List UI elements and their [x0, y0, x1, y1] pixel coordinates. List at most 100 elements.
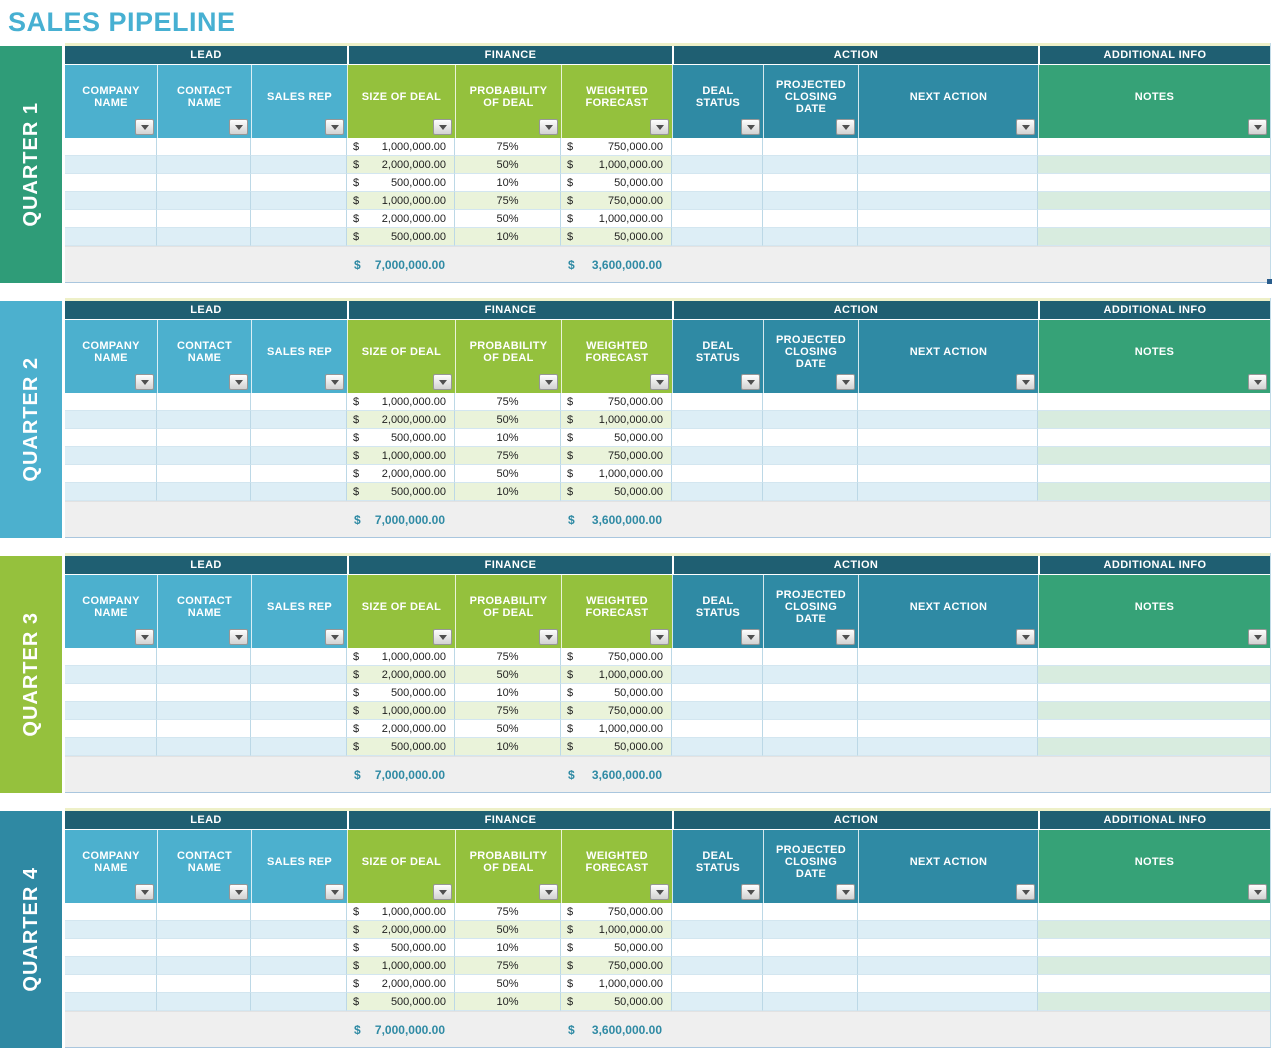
cell-sales_rep[interactable] [251, 138, 347, 156]
cell-notes[interactable] [1038, 720, 1270, 738]
cell-deal_status[interactable] [672, 156, 763, 174]
cell-sales_rep[interactable] [251, 903, 347, 921]
cell-contact_name[interactable] [157, 138, 251, 156]
cell-sales_rep[interactable] [251, 720, 347, 738]
cell-notes[interactable] [1038, 957, 1270, 975]
cell-weighted_forecast[interactable]: $750,000.00 [561, 192, 672, 210]
filter-dropdown-button[interactable] [1016, 119, 1035, 135]
filter-dropdown-button[interactable] [325, 119, 344, 135]
cell-weighted_forecast[interactable]: $1,000,000.00 [561, 465, 672, 483]
cell-probability[interactable]: 50% [455, 411, 561, 429]
cell-projected_closing_date[interactable] [763, 174, 858, 192]
cell-deal_status[interactable] [672, 921, 763, 939]
cell-weighted_forecast[interactable]: $50,000.00 [561, 483, 672, 501]
cell-notes[interactable] [1038, 939, 1270, 957]
filter-dropdown-button[interactable] [836, 119, 855, 135]
cell-projected_closing_date[interactable] [763, 684, 858, 702]
filter-dropdown-button[interactable] [1248, 119, 1267, 135]
cell-projected_closing_date[interactable] [763, 648, 858, 666]
cell-weighted_forecast[interactable]: $50,000.00 [561, 429, 672, 447]
cell-weighted_forecast[interactable]: $1,000,000.00 [561, 210, 672, 228]
cell-weighted_forecast[interactable]: $1,000,000.00 [561, 921, 672, 939]
cell-size_of_deal[interactable]: $1,000,000.00 [347, 957, 455, 975]
cell-probability[interactable]: 75% [455, 702, 561, 720]
cell-sales_rep[interactable] [251, 228, 347, 246]
cell-company_name[interactable] [65, 447, 157, 465]
cell-sales_rep[interactable] [251, 483, 347, 501]
cell-projected_closing_date[interactable] [763, 975, 858, 993]
filter-dropdown-button[interactable] [229, 374, 248, 390]
cell-size_of_deal[interactable]: $500,000.00 [347, 483, 455, 501]
cell-projected_closing_date[interactable] [763, 738, 858, 756]
cell-projected_closing_date[interactable] [763, 465, 858, 483]
cell-probability[interactable]: 10% [455, 228, 561, 246]
cell-size_of_deal[interactable]: $2,000,000.00 [347, 720, 455, 738]
cell-sales_rep[interactable] [251, 738, 347, 756]
cell-sales_rep[interactable] [251, 957, 347, 975]
cell-deal_status[interactable] [672, 447, 763, 465]
cell-company_name[interactable] [65, 993, 157, 1011]
cell-probability[interactable]: 50% [455, 720, 561, 738]
filter-dropdown-button[interactable] [325, 374, 344, 390]
filter-dropdown-button[interactable] [135, 374, 154, 390]
filter-dropdown-button[interactable] [650, 884, 669, 900]
cell-next_action[interactable] [858, 720, 1038, 738]
cell-contact_name[interactable] [157, 939, 251, 957]
cell-weighted_forecast[interactable]: $50,000.00 [561, 738, 672, 756]
cell-size_of_deal[interactable]: $500,000.00 [347, 684, 455, 702]
cell-next_action[interactable] [858, 975, 1038, 993]
cell-projected_closing_date[interactable] [763, 957, 858, 975]
cell-weighted_forecast[interactable]: $1,000,000.00 [561, 156, 672, 174]
filter-dropdown-button[interactable] [135, 884, 154, 900]
cell-projected_closing_date[interactable] [763, 138, 858, 156]
cell-probability[interactable]: 10% [455, 684, 561, 702]
filter-dropdown-button[interactable] [1248, 629, 1267, 645]
cell-contact_name[interactable] [157, 921, 251, 939]
filter-dropdown-button[interactable] [836, 629, 855, 645]
cell-sales_rep[interactable] [251, 465, 347, 483]
cell-weighted_forecast[interactable]: $750,000.00 [561, 957, 672, 975]
cell-notes[interactable] [1038, 138, 1270, 156]
cell-size_of_deal[interactable]: $500,000.00 [347, 993, 455, 1011]
cell-next_action[interactable] [858, 465, 1038, 483]
cell-size_of_deal[interactable]: $2,000,000.00 [347, 411, 455, 429]
cell-weighted_forecast[interactable]: $750,000.00 [561, 393, 672, 411]
cell-size_of_deal[interactable]: $2,000,000.00 [347, 210, 455, 228]
cell-next_action[interactable] [858, 648, 1038, 666]
cell-next_action[interactable] [858, 447, 1038, 465]
cell-weighted_forecast[interactable]: $1,000,000.00 [561, 411, 672, 429]
cell-probability[interactable]: 10% [455, 429, 561, 447]
cell-deal_status[interactable] [672, 684, 763, 702]
cell-projected_closing_date[interactable] [763, 483, 858, 501]
cell-company_name[interactable] [65, 939, 157, 957]
cell-sales_rep[interactable] [251, 666, 347, 684]
cell-weighted_forecast[interactable]: $50,000.00 [561, 228, 672, 246]
cell-deal_status[interactable] [672, 429, 763, 447]
cell-next_action[interactable] [858, 174, 1038, 192]
cell-sales_rep[interactable] [251, 156, 347, 174]
cell-probability[interactable]: 10% [455, 174, 561, 192]
cell-weighted_forecast[interactable]: $50,000.00 [561, 684, 672, 702]
cell-company_name[interactable] [65, 903, 157, 921]
cell-probability[interactable]: 75% [455, 192, 561, 210]
cell-probability[interactable]: 10% [455, 483, 561, 501]
cell-projected_closing_date[interactable] [763, 903, 858, 921]
filter-dropdown-button[interactable] [229, 119, 248, 135]
cell-projected_closing_date[interactable] [763, 192, 858, 210]
cell-probability[interactable]: 10% [455, 738, 561, 756]
cell-projected_closing_date[interactable] [763, 156, 858, 174]
cell-notes[interactable] [1038, 903, 1270, 921]
filter-dropdown-button[interactable] [741, 119, 760, 135]
cell-probability[interactable]: 50% [455, 666, 561, 684]
cell-next_action[interactable] [858, 156, 1038, 174]
cell-contact_name[interactable] [157, 192, 251, 210]
cell-notes[interactable] [1038, 975, 1270, 993]
filter-dropdown-button[interactable] [229, 884, 248, 900]
cell-weighted_forecast[interactable]: $50,000.00 [561, 174, 672, 192]
cell-notes[interactable] [1038, 702, 1270, 720]
cell-deal_status[interactable] [672, 138, 763, 156]
filter-dropdown-button[interactable] [1016, 374, 1035, 390]
cell-company_name[interactable] [65, 393, 157, 411]
cell-weighted_forecast[interactable]: $50,000.00 [561, 993, 672, 1011]
cell-company_name[interactable] [65, 666, 157, 684]
